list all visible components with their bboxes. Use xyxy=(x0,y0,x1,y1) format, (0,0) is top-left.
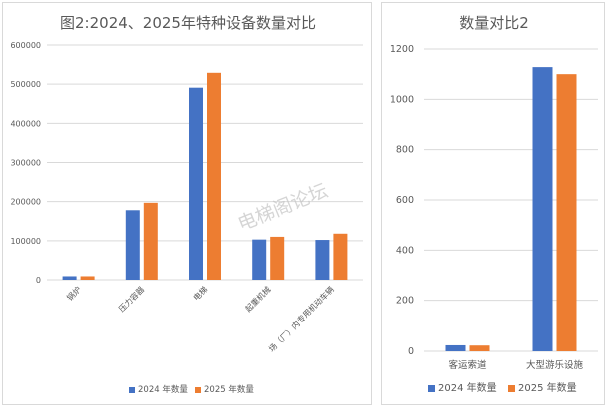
bar-2024-0 xyxy=(62,276,77,280)
bar-2025-1 xyxy=(143,202,158,280)
y-tick-label: 200 xyxy=(396,296,414,307)
legend-label-2025: 2025 年数量 xyxy=(204,384,254,395)
legend-label-2024: 2024 年数量 xyxy=(138,384,188,395)
y-tick-label: 200000 xyxy=(10,198,41,207)
y-tick-label: 1000 xyxy=(390,94,414,105)
category-label: 大型游乐设施 xyxy=(526,359,584,371)
bar-2024-1 xyxy=(532,67,553,352)
y-tick-label: 300000 xyxy=(10,159,41,168)
chart-2-title: 数量对比2 xyxy=(459,14,529,32)
bar-2025-0 xyxy=(80,276,95,280)
y-tick-label: 400000 xyxy=(10,119,41,128)
y-tick-label: 0 xyxy=(36,276,41,285)
chart-panel-1: 图2:2024、2025年特种设备数量对比 0 100000 200000 30000… xyxy=(2,2,372,405)
bar-2025-4 xyxy=(333,233,348,280)
bar-2024-3 xyxy=(252,239,267,280)
category-label: 起重机械 xyxy=(243,284,273,314)
y-tick-label: 600000 xyxy=(10,41,41,50)
bar-2024-2 xyxy=(189,87,203,280)
legend-swatch-2025 xyxy=(508,385,515,392)
category-label: 电梯 xyxy=(191,284,209,302)
y-tick-label: 0 xyxy=(408,346,414,357)
y-tick-label: 800 xyxy=(396,145,414,156)
category-label: 锅炉 xyxy=(65,284,83,302)
chart-panel-2: 数量对比2 0 200 400 600 800 1000 1200 客运索道 大型游乐设施 2… xyxy=(381,2,605,405)
bar-2025-3 xyxy=(270,236,285,280)
chart-2: 数量对比2 0 200 400 600 800 1000 1200 客运索道 大型游乐设施 2… xyxy=(390,14,598,394)
category-label: 场（厂）内专用机动车辆 xyxy=(267,284,336,353)
y-tick-label: 600 xyxy=(396,195,414,206)
legend-swatch-2025 xyxy=(195,387,201,393)
legend-swatch-2024 xyxy=(428,385,435,392)
y-tick-label: 100000 xyxy=(10,237,41,246)
chart-1-title: 图2:2024、2025年特种设备数量对比 xyxy=(60,14,316,32)
bar-2024-4 xyxy=(315,240,330,280)
bar-2024-1 xyxy=(125,210,140,280)
legend-swatch-2024 xyxy=(129,387,135,393)
y-tick-label: 500000 xyxy=(10,80,41,89)
bar-2024-0 xyxy=(445,344,466,351)
bar-2025-2 xyxy=(207,72,221,280)
category-label: 压力容器 xyxy=(117,284,147,314)
y-tick-label: 1200 xyxy=(390,44,414,55)
bar-2025-1 xyxy=(556,74,577,352)
y-tick-label: 400 xyxy=(396,245,414,256)
chart-1: 图2:2024、2025年特种设备数量对比 0 100000 200000 30000… xyxy=(10,14,363,395)
watermark-text: 电梯阁论坛 xyxy=(235,180,331,236)
category-label: 客运索道 xyxy=(448,359,487,371)
legend-label-2025: 2025 年数量 xyxy=(518,381,577,394)
legend-label-2024: 2024 年数量 xyxy=(438,381,497,394)
bar-2025-0 xyxy=(469,345,490,351)
